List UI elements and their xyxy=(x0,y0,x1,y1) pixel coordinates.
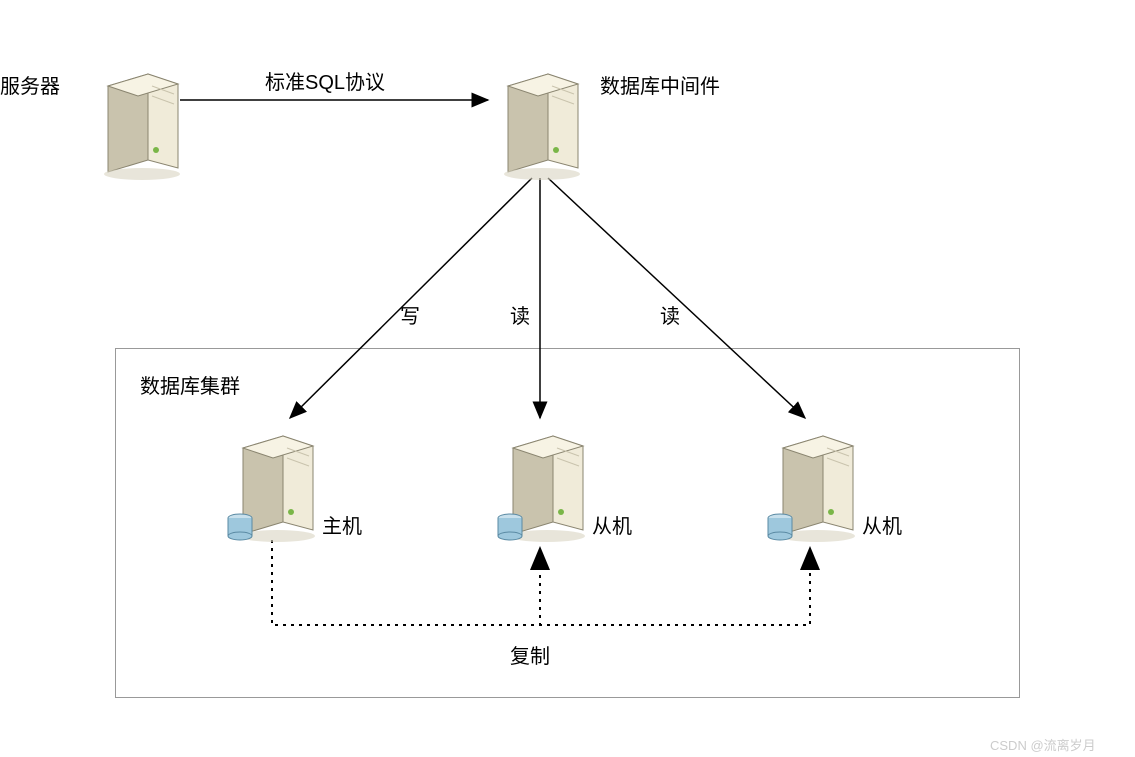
edge-label-write: 写 xyxy=(400,300,420,329)
edge-label-replicate: 复制 xyxy=(510,640,550,669)
edge-label-sql: 标准SQL协议 xyxy=(265,66,385,95)
edge-label-read2: 读 xyxy=(660,300,680,329)
node-mw-icon xyxy=(504,74,580,180)
watermark: CSDN @流离岁月 xyxy=(990,735,1096,754)
node-biz-icon xyxy=(104,74,180,180)
node-slave1-label: 从机 xyxy=(592,510,632,539)
node-slave2-label: 从机 xyxy=(862,510,902,539)
edge-label-read1: 读 xyxy=(510,300,530,329)
node-biz-label: 业务服务器 xyxy=(0,70,60,99)
node-mw-label: 数据库中间件 xyxy=(600,70,720,99)
node-master-label: 主机 xyxy=(322,510,362,539)
cluster-label: 数据库集群 xyxy=(140,370,240,399)
diagram-canvas: 数据库集群 xyxy=(0,0,1135,757)
